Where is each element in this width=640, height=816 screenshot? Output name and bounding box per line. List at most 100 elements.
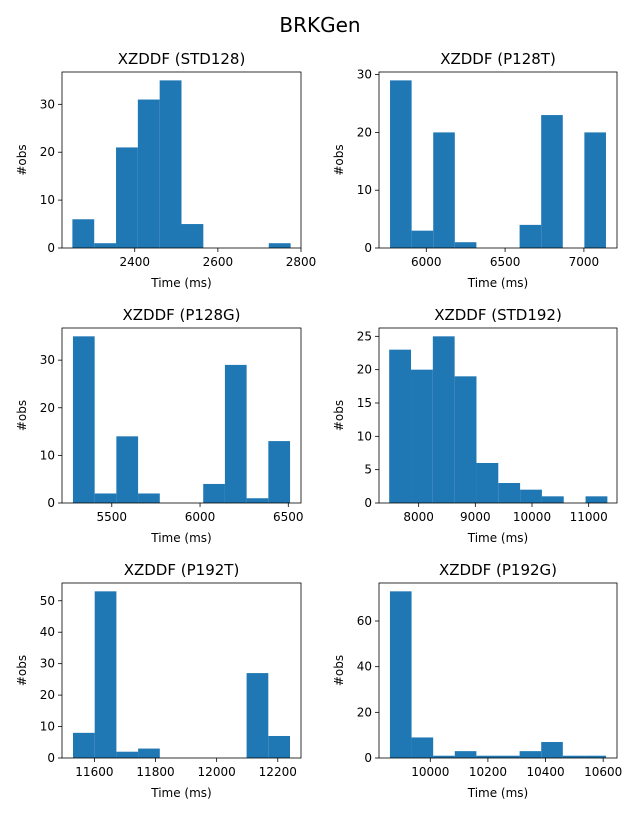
y-axis-label: #obs <box>332 655 346 686</box>
x-tick-label: 10600 <box>584 765 622 779</box>
y-axis-label: #obs <box>15 400 29 431</box>
subplot-title: XZDDF (STD192) <box>434 306 562 324</box>
x-tick-label: 6500 <box>273 510 304 524</box>
histogram-bar <box>72 219 95 248</box>
x-axis-label: Time (ms) <box>467 276 529 290</box>
subplot-4: 8000 9000 10000 11000 0 5 10 15 20 25 XZDDF (STD19… <box>332 306 618 545</box>
histogram-bar <box>116 436 139 503</box>
histogram-bar <box>116 147 138 248</box>
y-tick-label: 40 <box>40 625 55 639</box>
histogram-bar <box>268 441 291 503</box>
histogram-bar <box>73 732 95 758</box>
subplot-3: 5500 6000 6500 0 10 20 30 XZDDF (P128G) Time (ms… <box>15 306 304 545</box>
y-axis-label: #obs <box>15 655 29 686</box>
y-tick-label: 50 <box>40 594 55 608</box>
histogram-bar <box>541 115 563 248</box>
histogram-bar <box>584 132 606 248</box>
histogram-bar <box>94 243 117 248</box>
histogram-bar <box>94 493 117 503</box>
y-tick-label: 5 <box>364 463 372 477</box>
histogram-bar <box>476 463 499 503</box>
histogram-bar <box>246 498 269 503</box>
x-tick-label: 11800 <box>136 765 174 779</box>
y-tick-label: 0 <box>47 241 55 255</box>
axes-frame <box>378 327 618 504</box>
x-tick-label: 8000 <box>403 510 434 524</box>
histogram-bar <box>268 735 290 758</box>
histogram-bar <box>137 99 160 248</box>
histogram-bar <box>541 742 563 758</box>
histogram-bar <box>454 242 477 248</box>
y-tick-label: 10 <box>40 720 55 734</box>
histogram-bar <box>584 755 607 758</box>
y-tick-label: 30 <box>357 68 372 82</box>
histogram-bar <box>138 748 160 758</box>
x-tick-label: 10200 <box>469 765 507 779</box>
y-tick-label: 30 <box>40 657 55 671</box>
x-tick-label: 10000 <box>411 765 449 779</box>
x-tick-label: 12200 <box>259 765 297 779</box>
y-tick-label: 20 <box>357 705 372 719</box>
histogram-bar <box>411 230 434 248</box>
histogram-bar <box>498 483 521 503</box>
y-tick-label: 40 <box>357 660 372 674</box>
x-axis-label: Time (ms) <box>150 531 212 545</box>
y-axis-label: #obs <box>332 400 346 431</box>
subplot-6: 10000 10200 10400 10600 0 20 40 60 XZDDF (P192G)… <box>332 561 622 800</box>
histogram-bar <box>94 591 117 758</box>
histogram-bar <box>585 496 608 503</box>
histogram-bar <box>454 751 477 758</box>
y-tick-label: 20 <box>40 401 55 415</box>
y-tick-label: 20 <box>357 363 372 377</box>
histogram-bar <box>159 80 182 248</box>
subplot-title: XZDDF (P192T) <box>124 561 240 579</box>
y-tick-label: 0 <box>47 496 55 510</box>
y-tick-label: 0 <box>364 241 372 255</box>
y-tick-label: 0 <box>364 751 372 765</box>
histogram-bar <box>520 489 542 503</box>
x-axis-label: Time (ms) <box>150 276 212 290</box>
x-tick-label: 2600 <box>203 255 234 269</box>
histogram-bar <box>389 349 412 503</box>
x-tick-label: 9000 <box>460 510 491 524</box>
y-tick-label: 10 <box>40 193 55 207</box>
x-tick-label: 6000 <box>185 510 216 524</box>
histogram-bar <box>433 755 455 758</box>
histogram-bar <box>181 224 204 248</box>
y-tick-label: 25 <box>357 329 372 343</box>
histogram-bar <box>476 755 498 758</box>
histogram-bar <box>203 483 225 503</box>
axes-frame <box>61 71 302 249</box>
x-tick-label: 11000 <box>570 510 608 524</box>
histogram-bar <box>72 336 95 503</box>
histogram-bar <box>389 591 412 758</box>
subplot-2: 6000 6500 7000 0 10 20 30 XZDDF (P128T) Time (ms… <box>332 50 618 290</box>
y-tick-label: 30 <box>40 97 55 111</box>
histogram-bar <box>246 673 269 758</box>
y-tick-label: 15 <box>357 396 372 410</box>
figure-title: BRKGen <box>279 13 360 37</box>
histogram-bar <box>224 364 247 503</box>
x-tick-label: 6500 <box>490 255 521 269</box>
histogram-bar <box>562 755 585 758</box>
x-axis-label: Time (ms) <box>467 786 529 800</box>
histogram-bar <box>498 755 520 758</box>
x-axis-label: Time (ms) <box>150 786 212 800</box>
x-tick-label: 5500 <box>97 510 128 524</box>
y-tick-label: 30 <box>40 353 55 367</box>
y-tick-label: 20 <box>40 688 55 702</box>
histogram-bar <box>519 224 542 248</box>
y-tick-label: 20 <box>357 125 372 139</box>
y-tick-label: 0 <box>364 496 372 510</box>
histogram-bar <box>116 751 139 758</box>
subplot-title: XZDDF (P128G) <box>122 306 240 324</box>
histogram-bar <box>138 493 160 503</box>
x-tick-label: 7000 <box>569 255 600 269</box>
x-tick-label: 6000 <box>411 255 442 269</box>
x-tick-label: 10400 <box>526 765 564 779</box>
subplot-title: XZDDF (P192G) <box>439 561 557 579</box>
y-tick-label: 20 <box>40 145 55 159</box>
histogram-bar <box>541 496 564 503</box>
x-tick-label: 12000 <box>198 765 236 779</box>
